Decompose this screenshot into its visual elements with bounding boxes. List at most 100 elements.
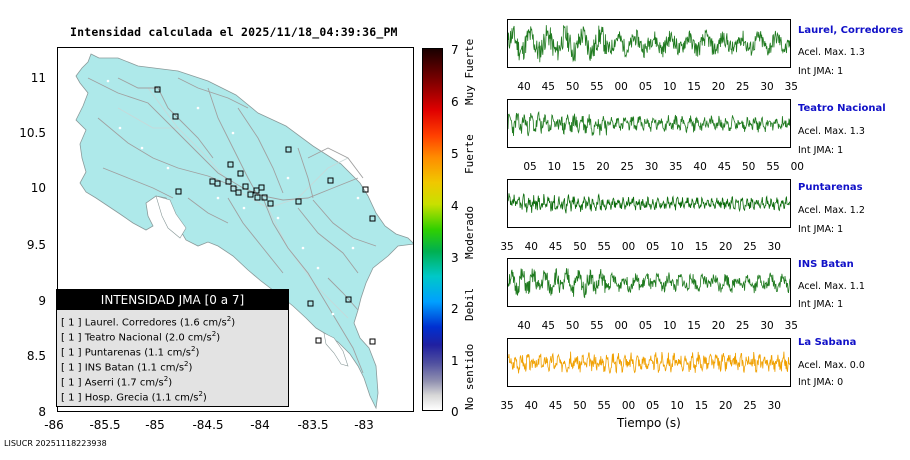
seismogram-waveform [508,193,790,214]
trace-tick-label: 30 [760,81,774,93]
costa-rica-landmass [75,53,413,410]
station-marker[interactable] [230,185,237,192]
station-marker[interactable] [254,194,261,201]
trace-tick-label: 45 [717,161,732,173]
lat-tick-label: 8.5 [26,349,46,363]
legend-row-station: Aserri (1.7 cm/s [84,377,164,389]
legend-row: [ 1 ] INS Batan (1.1 cm/s2) [61,360,193,374]
trace-tick-label: 45 [541,320,555,332]
station-acel-max: Acel. Max. 0.0 [798,360,865,371]
trace-tick-label: 00 [614,320,628,332]
scale-number: 2 [451,302,459,316]
station-marker[interactable] [175,188,182,195]
lon-tick-label: -85 [145,418,165,432]
station-marker[interactable] [285,146,292,153]
trace-tick-label: 45 [548,400,563,412]
station-marker[interactable] [345,296,352,303]
station-marker[interactable] [362,186,369,193]
trace-tick-label: 55 [597,241,611,253]
legend-row-station: Laurel. Corredores (1.6 cm/s [84,317,227,329]
seismogram-waveform [508,351,790,374]
trace-tick-label: 05 [638,320,653,332]
station-marker[interactable] [242,183,249,190]
costa-rica-map [75,53,413,410]
province-borders [117,87,349,319]
legend-row: [ 1 ] Puntarenas (1.1 cm/s2) [61,345,200,359]
trace-tick-label: 00 [621,241,636,253]
trace-tick-label: 10 [547,161,561,173]
station-markers [154,86,376,345]
legend-row-intensity: [ 1 ] [61,392,82,404]
trace-tick-label: 20 [711,81,726,93]
trace-panel-puntarenas[interactable] [507,179,791,228]
trace-tick-label: 00 [621,400,636,412]
trace-tick-label: 20 [596,161,610,173]
trace-panel-teatro-nacional[interactable] [507,99,791,148]
scale-label-fuerte: Fuerte [463,134,476,174]
trace-tick-label: 20 [719,400,733,412]
scale-number: 6 [451,95,459,109]
trace-panel-laurel-corredores[interactable] [507,19,791,68]
station-name: La Sabana [798,337,857,348]
trace-tick-label: 50 [573,241,587,253]
seismogram-waveform [508,111,790,137]
trace-tick-label: 25 [736,320,750,332]
trace-tick-label: 50 [573,400,587,412]
station-marker[interactable] [154,86,161,93]
station-marker[interactable] [315,337,322,344]
trace-tick-label: 15 [687,81,701,93]
station-marker[interactable] [227,161,234,168]
unit-superscript: 2 [226,315,232,323]
station-marker[interactable] [235,189,242,196]
trace-panel-la-sabana[interactable] [507,338,791,387]
trace-tick-label: 50 [742,161,756,173]
lon-tick-label: -83 [354,418,374,432]
scale-label-muy-fuerte: Muy Fuerte [463,38,476,106]
legend-row-station: Puntarenas (1.1 cm/s [84,347,191,359]
scale-label-moderado: Moderado [463,206,476,260]
station-marker[interactable] [267,200,274,207]
gulf-of-nicoya [155,195,187,239]
station-marker[interactable] [237,170,244,177]
station-marker[interactable] [172,113,179,120]
scale-number: 0 [451,405,459,419]
trace-tick-label: 15 [687,320,701,332]
time-axis-label: Tiempo (s) [617,416,681,430]
station-marker[interactable] [261,194,268,201]
trace-tick-label: 30 [767,241,781,253]
station-marker[interactable] [369,338,376,345]
seismogram-trace [508,268,790,299]
station-marker[interactable] [225,178,232,185]
map-title: Intensidad calculada el 2025/11/18_04:39… [70,25,398,39]
trace-tick-label: 40 [693,161,707,173]
scale-number: 1 [451,354,459,368]
lon-tick-label: -86 [44,418,64,432]
legend-row-station: INS Batan (1.1 cm/s [84,362,185,374]
station-marker[interactable] [247,191,254,198]
trace-tick-label: 20 [711,320,726,332]
station-marker[interactable] [214,180,221,187]
legend-row-intensity: [ 1 ] [61,317,82,329]
trace-tick-label: 10 [670,241,684,253]
station-int-jma: Int JMA: 1 [798,224,844,235]
scale-label-debil: Debil [463,287,476,321]
trace-tick-label: 25 [743,241,757,253]
station-acel-max: Acel. Max. 1.3 [798,47,865,58]
station-int-jma: Int JMA: 1 [798,299,844,310]
trace-tick-label: 15 [694,241,709,253]
station-marker[interactable] [327,177,334,184]
unit-superscript: 2 [191,345,196,353]
unit-superscript: 2 [163,375,169,383]
unit-superscript: 2 [211,330,217,338]
lat-tick-label: 8 [38,405,46,419]
seismogram-waveform [508,268,790,299]
station-marker[interactable] [369,215,376,222]
station-marker[interactable] [295,198,302,205]
station-marker[interactable] [258,184,265,191]
lat-tick-label: 10.5 [19,126,46,140]
trace-tick-label: 45 [541,81,555,93]
trace-panel-ins-batan[interactable] [507,258,791,307]
station-marker[interactable] [307,300,314,307]
unit-superscript: 2 [184,360,189,368]
scale-number: 7 [451,43,459,57]
